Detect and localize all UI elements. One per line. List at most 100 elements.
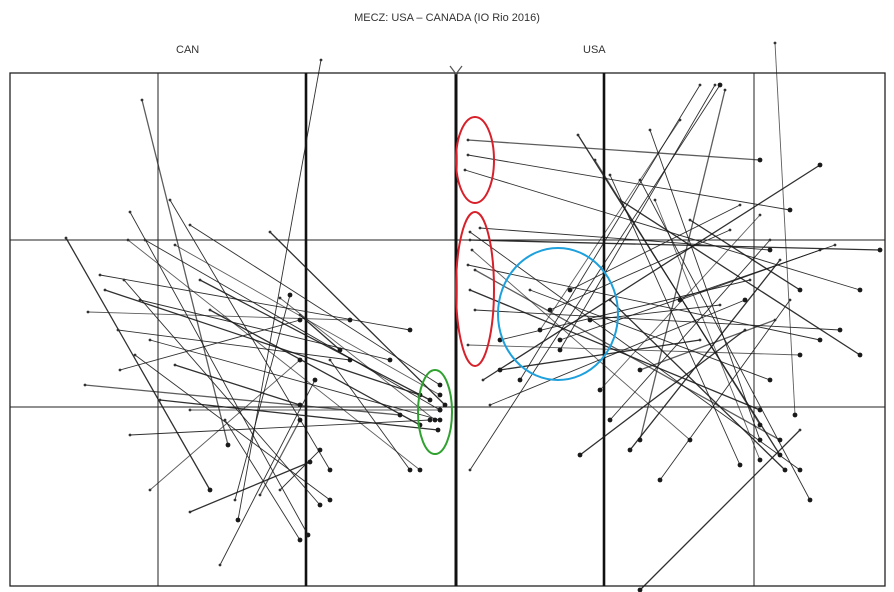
trajectory-end-dot <box>517 377 523 383</box>
trajectory-line <box>499 339 701 371</box>
trajectory-lines <box>64 41 883 592</box>
trajectory-end-dot <box>607 417 613 423</box>
trajectory-line <box>259 419 301 496</box>
trajectory-line <box>279 297 436 421</box>
trajectory-line <box>149 339 441 421</box>
trajectory-start-dot <box>470 248 474 252</box>
trajectory-line <box>129 419 431 436</box>
trajectory-line <box>134 354 331 501</box>
trajectory-end-dot <box>297 357 303 363</box>
trajectory-end-dot <box>337 347 343 353</box>
trajectory-line <box>144 239 441 411</box>
trajectory-end-dot <box>657 477 663 483</box>
trajectory-end-dot <box>437 417 443 423</box>
trajectory-end-dot <box>757 157 763 163</box>
trajectory-start-dot <box>576 133 580 137</box>
trajectory-start-dot <box>478 226 482 230</box>
trajectory-end-dot <box>637 367 643 373</box>
trajectory-line <box>594 159 761 426</box>
trajectory-line <box>609 299 786 471</box>
trajectory-end-dot <box>857 352 863 358</box>
trajectory-end-dot <box>327 497 333 503</box>
trajectory-end-dot <box>347 317 353 323</box>
trajectory-line <box>629 259 781 451</box>
trajectory-end-dot <box>387 357 393 363</box>
trajectory-line <box>649 129 761 441</box>
team-label-usa: USA <box>583 44 606 56</box>
trajectory-start-dot <box>128 210 132 214</box>
trajectory-start-dot <box>268 230 272 234</box>
trajectory-line <box>774 42 796 416</box>
trajectory-start-dot <box>463 168 467 172</box>
trajectory-line <box>299 314 341 351</box>
trajectory-end-dot <box>577 452 583 458</box>
trajectory-start-dot <box>738 203 742 207</box>
trajectory-start-dot <box>698 338 702 342</box>
trajectory-start-dot <box>468 468 472 472</box>
trajectory-start-dot <box>473 308 477 312</box>
trajectory-start-dot <box>64 236 68 240</box>
trajectory-end-dot <box>792 412 798 418</box>
trajectory-start-dot <box>528 288 532 292</box>
trajectory-line <box>609 174 741 466</box>
trajectory-end-dot <box>287 292 293 298</box>
trajectory-line <box>639 319 776 371</box>
team-label-can: CAN <box>176 44 200 56</box>
trajectory-start-dot <box>698 83 702 87</box>
trajectory-end-dot <box>797 287 803 293</box>
trajectory-start-dot <box>208 308 212 312</box>
trajectory-end-dot <box>837 327 843 333</box>
trajectory-line <box>654 199 761 461</box>
net-marker <box>449 65 463 75</box>
trajectory-start-dot <box>126 238 130 242</box>
diagram-title: MECZ: USA – CANADA (IO Rio 2016) <box>354 12 540 24</box>
blue-ellipse <box>497 247 619 381</box>
trajectory-end-dot <box>797 352 803 358</box>
trajectory-line <box>117 329 351 361</box>
trajectory-line <box>689 219 801 291</box>
trajectory-end-dot <box>597 387 603 393</box>
trajectory-end-dot <box>567 287 573 293</box>
trajectory-start-dot <box>773 318 777 322</box>
trajectory-start-dot <box>83 383 87 387</box>
trajectory-end-dot <box>742 297 748 303</box>
trajectory-end-dot <box>225 442 231 448</box>
trajectory-line <box>169 199 331 471</box>
trajectory-line <box>609 239 771 421</box>
trajectory-end-dot <box>437 382 443 388</box>
trajectory-end-dot <box>417 467 423 473</box>
trajectory-line <box>329 359 411 471</box>
trajectory-end-dot <box>432 417 438 423</box>
trajectory-line <box>474 269 781 441</box>
trajectory-end-dot <box>407 467 413 473</box>
trajectory-line <box>539 119 681 331</box>
trajectory-start-dot <box>173 363 177 367</box>
trajectory-line <box>199 279 431 401</box>
trajectory-start-dot <box>118 368 122 372</box>
trajectory-start-dot <box>773 41 777 45</box>
trajectory-line <box>84 384 401 416</box>
trajectory-line <box>65 237 211 491</box>
trajectory-end-dot <box>297 402 303 408</box>
trajectory-end-dot <box>627 447 633 453</box>
trajectory-end-dot <box>557 337 563 343</box>
trajectory-start-dot <box>198 278 202 282</box>
trajectory-end-dot <box>297 537 303 543</box>
trajectory-end-dot <box>305 532 311 538</box>
trajectory-start-dot <box>608 298 612 302</box>
trajectory-start-dot <box>128 433 132 437</box>
trajectory-line <box>141 99 229 446</box>
trajectory-line <box>549 229 731 311</box>
trajectory-start-dot <box>748 278 752 282</box>
trajectory-line <box>599 214 761 391</box>
trajectory-line <box>639 429 801 591</box>
trajectory-end-dot <box>817 337 823 343</box>
trajectory-start-dot <box>618 198 622 202</box>
trajectory-line <box>474 309 841 331</box>
trajectory-line <box>189 224 441 386</box>
trajectory-start-dot <box>133 353 137 357</box>
trajectory-line <box>139 299 391 361</box>
trajectory-start-dot <box>173 243 177 247</box>
trajectory-end-dot <box>437 392 443 398</box>
